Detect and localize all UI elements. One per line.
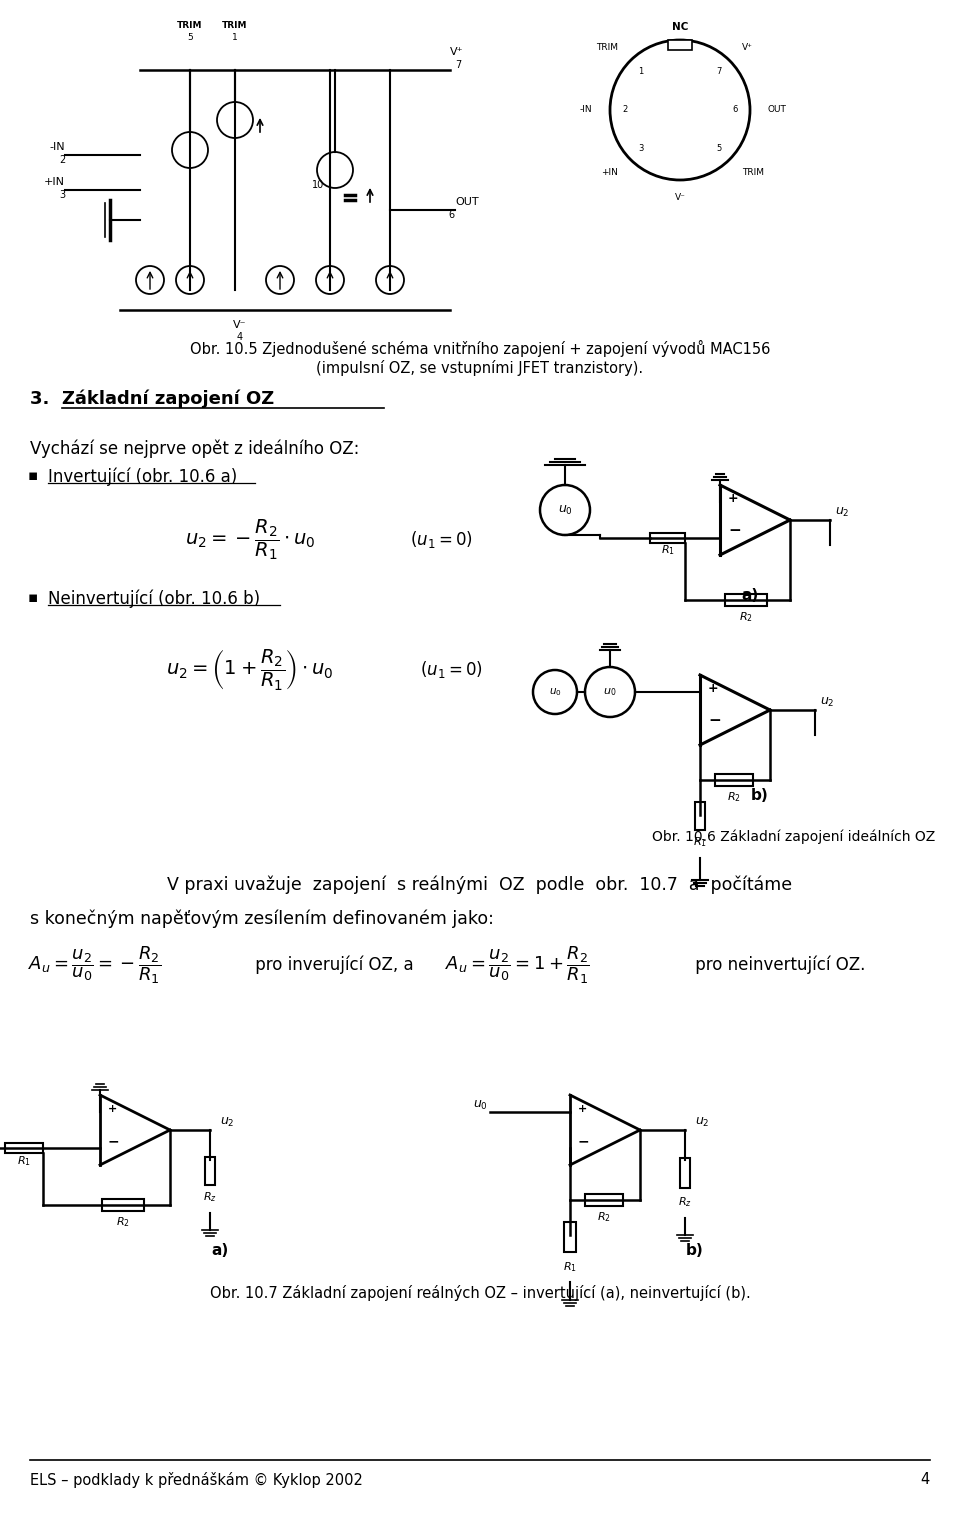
Text: pro inverující OZ, a: pro inverující OZ, a <box>250 955 419 974</box>
Text: $u_2 = \left(1 + \dfrac{R_2}{R_1}\right) \cdot u_0$: $u_2 = \left(1 + \dfrac{R_2}{R_1}\right)… <box>166 647 334 693</box>
Text: 5: 5 <box>187 33 193 43</box>
Text: TRIM: TRIM <box>178 21 203 30</box>
Text: Vychází se nejprve opět z ideálního OZ:: Vychází se nejprve opět z ideálního OZ: <box>30 441 359 459</box>
Text: V praxi uvažuje  zapojení  s reálnými  OZ  podle  obr.  10.7  a  počítáme: V praxi uvažuje zapojení s reálnými OZ p… <box>167 875 793 893</box>
Text: 7: 7 <box>716 67 722 76</box>
Text: V⁺: V⁺ <box>742 43 753 52</box>
FancyBboxPatch shape <box>205 1157 215 1185</box>
Text: 3.: 3. <box>30 390 61 409</box>
Text: 3: 3 <box>638 144 644 153</box>
Text: -IN: -IN <box>580 105 592 114</box>
Text: 6: 6 <box>448 210 454 220</box>
Text: $A_u = \dfrac{u_2}{u_0} = 1 + \dfrac{R_2}{R_1}$: $A_u = \dfrac{u_2}{u_0} = 1 + \dfrac{R_2… <box>445 945 589 986</box>
Text: pro neinvertující OZ.: pro neinvertující OZ. <box>690 955 865 974</box>
Text: NC: NC <box>672 21 688 32</box>
Text: TRIM: TRIM <box>223 21 248 30</box>
Text: 1: 1 <box>638 67 644 76</box>
Text: Neinvertující (obr. 10.6 b): Neinvertující (obr. 10.6 b) <box>48 589 260 609</box>
Text: $u_0$: $u_0$ <box>549 687 562 697</box>
Text: 1: 1 <box>232 33 238 43</box>
Text: $u_0$: $u_0$ <box>603 687 616 697</box>
Text: $u_2$: $u_2$ <box>835 506 850 519</box>
Text: $R_z$: $R_z$ <box>678 1195 692 1209</box>
Text: $R_2$: $R_2$ <box>739 611 753 624</box>
Text: −: − <box>578 1135 589 1148</box>
Text: 4: 4 <box>237 333 243 342</box>
Text: +: + <box>708 682 719 696</box>
Text: +: + <box>728 492 738 504</box>
Text: $\left(u_1 = 0\right)$: $\left(u_1 = 0\right)$ <box>410 530 473 550</box>
Text: OUT: OUT <box>455 197 479 207</box>
Text: TRIM: TRIM <box>596 43 618 52</box>
FancyBboxPatch shape <box>102 1198 144 1211</box>
Text: $R_2$: $R_2$ <box>116 1215 130 1229</box>
Text: V⁻: V⁻ <box>675 193 685 202</box>
Text: $u_0$: $u_0$ <box>472 1100 488 1112</box>
Text: Obr. 10.6 Základní zapojení ideálních OZ: Obr. 10.6 Základní zapojení ideálních OZ <box>652 829 935 845</box>
Text: +: + <box>108 1104 117 1113</box>
FancyBboxPatch shape <box>650 533 685 542</box>
Text: $R_z$: $R_z$ <box>203 1189 217 1203</box>
Text: ▪: ▪ <box>28 589 38 605</box>
Text: ▪: ▪ <box>28 468 38 483</box>
Text: b): b) <box>751 788 769 804</box>
Text: +IN: +IN <box>601 167 618 176</box>
Text: 4: 4 <box>921 1472 930 1487</box>
FancyBboxPatch shape <box>725 594 767 606</box>
FancyBboxPatch shape <box>695 802 705 829</box>
Text: +: + <box>578 1104 588 1113</box>
Text: $u_0$: $u_0$ <box>558 503 572 516</box>
FancyBboxPatch shape <box>668 39 692 50</box>
Text: −: − <box>728 523 741 538</box>
Text: $u_2 = -\dfrac{R_2}{R_1} \cdot u_0$: $u_2 = -\dfrac{R_2}{R_1} \cdot u_0$ <box>184 518 315 562</box>
Text: +IN: +IN <box>44 178 65 187</box>
Text: 2: 2 <box>622 105 628 114</box>
Text: 5: 5 <box>716 144 722 153</box>
Text: 2: 2 <box>59 155 65 166</box>
Text: $\left(u_1 = 0\right)$: $\left(u_1 = 0\right)$ <box>420 659 483 681</box>
Text: a): a) <box>741 588 758 603</box>
Text: −: − <box>708 712 721 728</box>
Text: $u_2$: $u_2$ <box>695 1116 709 1129</box>
Text: $u_2$: $u_2$ <box>220 1116 234 1129</box>
Text: $R_1$: $R_1$ <box>17 1154 31 1168</box>
Text: Invertující (obr. 10.6 a): Invertující (obr. 10.6 a) <box>48 468 237 486</box>
Text: 10: 10 <box>312 179 324 190</box>
Text: -IN: -IN <box>49 141 65 152</box>
Text: 3: 3 <box>59 190 65 201</box>
Text: TRIM: TRIM <box>742 167 764 176</box>
FancyBboxPatch shape <box>715 775 753 785</box>
Text: s konečným napěťovým zesílením definovaném jako:: s konečným napěťovým zesílením definovan… <box>30 910 493 928</box>
Text: V⁺: V⁺ <box>450 47 464 58</box>
Text: 6: 6 <box>732 105 737 114</box>
Text: $R_1$: $R_1$ <box>563 1259 577 1274</box>
Text: a): a) <box>211 1243 228 1258</box>
FancyBboxPatch shape <box>564 1221 576 1252</box>
Text: $R_1$: $R_1$ <box>693 835 707 849</box>
Text: Základní zapojení OZ: Základní zapojení OZ <box>62 390 275 409</box>
Text: 7: 7 <box>455 59 461 70</box>
Text: −: − <box>108 1135 120 1148</box>
FancyBboxPatch shape <box>5 1142 43 1153</box>
Text: $R_2$: $R_2$ <box>597 1211 611 1224</box>
Text: Obr. 10.7 Základní zapojení reálných OZ – invertující (a), neinvertující (b).: Obr. 10.7 Základní zapojení reálných OZ … <box>209 1285 751 1300</box>
Text: $R_2$: $R_2$ <box>727 790 741 804</box>
Text: $R_1$: $R_1$ <box>661 542 675 557</box>
Text: b): b) <box>686 1243 704 1258</box>
Text: V⁻: V⁻ <box>233 321 247 330</box>
Text: ELS – podklady k přednáškám © Kyklop 2002: ELS – podklady k přednáškám © Kyklop 200… <box>30 1472 363 1489</box>
Text: OUT: OUT <box>768 105 787 114</box>
FancyBboxPatch shape <box>585 1194 623 1206</box>
Text: $A_u = \dfrac{u_2}{u_0} = -\dfrac{R_2}{R_1}$: $A_u = \dfrac{u_2}{u_0} = -\dfrac{R_2}{R… <box>28 945 161 986</box>
Text: Obr. 10.5 Zjednodušené schéma vnitřního zapojení + zapojení vývodů MAC156
(impul: Obr. 10.5 Zjednodušené schéma vnitřního … <box>190 340 770 375</box>
Text: $u_2$: $u_2$ <box>820 696 834 709</box>
FancyBboxPatch shape <box>680 1157 690 1188</box>
